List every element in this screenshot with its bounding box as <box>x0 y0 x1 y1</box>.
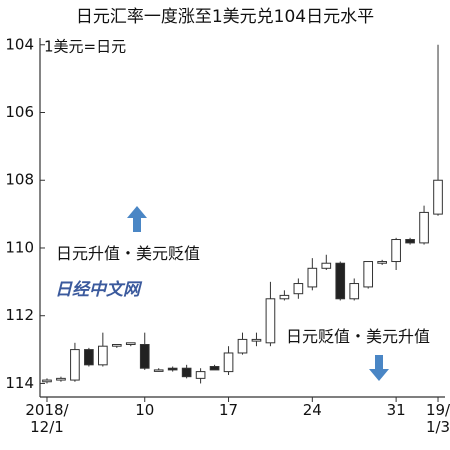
candle-body <box>195 371 206 379</box>
x-tick-label: 10 <box>135 401 155 419</box>
arrow-down <box>369 355 389 381</box>
candle-body <box>209 366 220 371</box>
candle-body <box>98 345 108 366</box>
x-tick-label: 19/ 1/3 <box>425 401 450 436</box>
candle-body <box>279 294 290 300</box>
candle-body <box>56 377 66 381</box>
candle-body <box>307 267 318 288</box>
y-tick-label: 108 <box>5 171 34 189</box>
candle-body <box>84 349 94 366</box>
annotation: 日元贬值・美元升值 <box>286 327 431 346</box>
x-tick-label: 17 <box>218 401 239 419</box>
candle-body <box>321 262 332 269</box>
candle-body <box>335 262 346 300</box>
candle-body <box>70 349 80 381</box>
chart-title: 日元汇率一度涨至1美元兑104日元水平 <box>76 7 374 27</box>
candle-body <box>167 367 178 371</box>
x-tick-label: 31 <box>386 401 406 419</box>
candle-body <box>391 239 401 263</box>
y-axis-label: 1美元=日元 <box>44 38 126 56</box>
annotation: 日元升值・美元贬值 <box>56 244 201 263</box>
candle-body <box>433 179 443 215</box>
candle-body <box>405 239 415 244</box>
x-tick-label: 24 <box>302 401 322 419</box>
candle-body <box>181 367 192 378</box>
candle-body <box>349 283 360 300</box>
candle-body <box>293 283 304 295</box>
y-tick-label: 114 <box>5 374 34 392</box>
candle-body <box>125 342 136 346</box>
candle-body <box>251 338 262 342</box>
candle-body <box>363 261 374 288</box>
x-tick-label: 2018/ 12/1 <box>25 401 69 436</box>
arrow-up <box>127 206 147 232</box>
candle-body <box>111 344 122 347</box>
candle-body <box>237 338 248 354</box>
watermark: 日经中文网 <box>55 280 143 300</box>
candle-body <box>42 379 52 383</box>
y-tick-label: 104 <box>5 35 34 53</box>
candle-body <box>419 211 429 244</box>
y-tick-label: 110 <box>5 238 34 256</box>
candle-body <box>153 369 164 372</box>
candle-body <box>139 344 150 369</box>
candle-body <box>265 298 276 344</box>
y-tick-label: 112 <box>5 306 34 324</box>
candle-body <box>223 352 234 373</box>
candle-body <box>377 261 387 264</box>
y-tick-label: 106 <box>5 103 34 121</box>
